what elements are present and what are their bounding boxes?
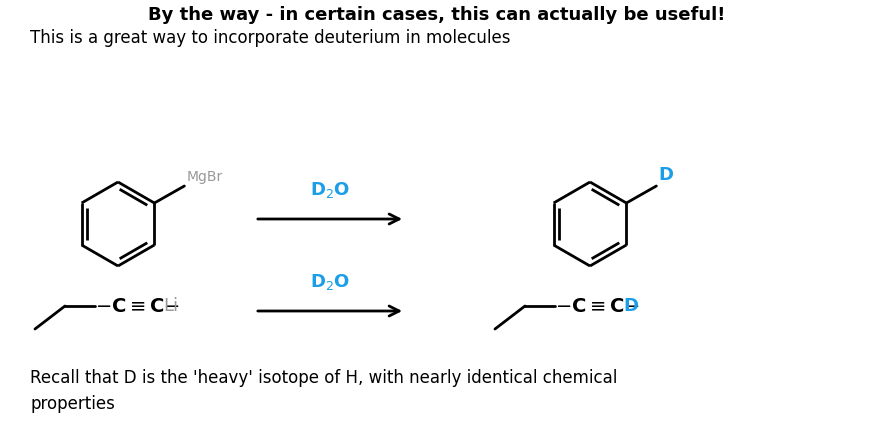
Text: Li: Li (163, 297, 178, 315)
Text: $-$C$\equiv$C$-$: $-$C$\equiv$C$-$ (555, 297, 640, 316)
Text: By the way - in certain cases, this can actually be useful!: By the way - in certain cases, this can … (149, 6, 725, 24)
Text: This is a great way to incorporate deuterium in molecules: This is a great way to incorporate deute… (30, 29, 510, 47)
Text: MgBr: MgBr (186, 170, 223, 184)
Text: D: D (623, 297, 638, 315)
Text: D$_2$O: D$_2$O (310, 180, 350, 200)
Text: D: D (658, 166, 673, 184)
Text: D$_2$O: D$_2$O (310, 272, 350, 292)
Text: Recall that D is the 'heavy' isotope of H, with nearly identical chemical
proper: Recall that D is the 'heavy' isotope of … (30, 369, 617, 413)
Text: $-$C$\equiv$C$-$: $-$C$\equiv$C$-$ (95, 297, 180, 316)
